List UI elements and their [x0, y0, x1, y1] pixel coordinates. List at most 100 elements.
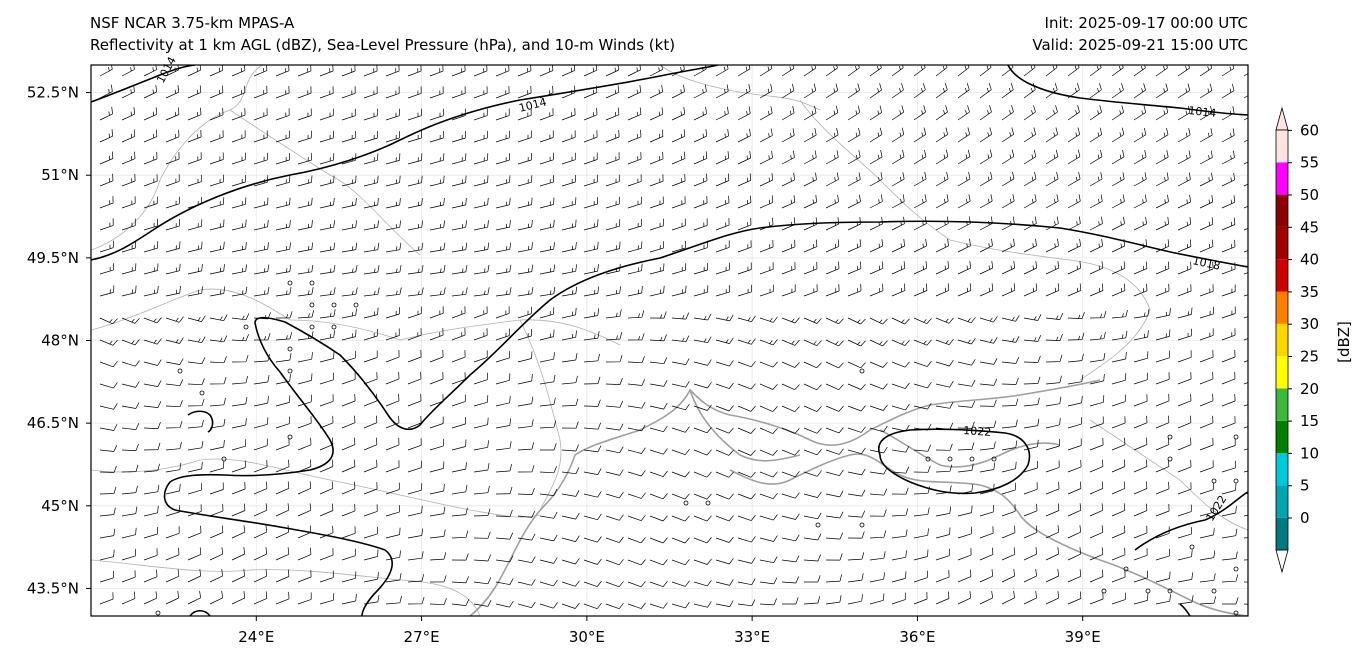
reflectivity-dot — [991, 456, 997, 462]
colorbar-tick-label: 0 — [1300, 509, 1310, 527]
reflectivity-dot — [287, 434, 293, 440]
reflectivity-dot — [1233, 610, 1239, 616]
colorbar-tick-label: 45 — [1300, 218, 1319, 236]
colorbar-segment — [1276, 420, 1288, 454]
isobar-label: 1018 — [1191, 254, 1221, 273]
colorbar-tick-label: 35 — [1300, 283, 1319, 301]
lat-tick-label: 51°N — [41, 166, 79, 184]
border-line — [91, 458, 541, 518]
isobar-labels: 1014 1014 1014 1018 1022 1022 — [154, 55, 1229, 524]
reflectivity-dot — [243, 324, 249, 330]
lat-tick-label: 46.5°N — [27, 414, 79, 432]
colorbar-label: [dBZ] — [1335, 321, 1353, 363]
colorbar-tick-label: 55 — [1300, 154, 1319, 172]
reflectivity-dot — [353, 302, 359, 308]
lon-tick-label: 33°E — [734, 628, 770, 646]
reflectivity-points — [155, 280, 1239, 616]
colorbar-under-arrow — [1275, 549, 1289, 574]
reflectivity-dot — [331, 324, 337, 330]
reflectivity-dot — [1167, 588, 1173, 594]
lon-tick-label: 24°E — [238, 628, 274, 646]
reflectivity-dot — [309, 302, 315, 308]
colorbar-over-arrow — [1275, 106, 1289, 131]
reflectivity-dot — [705, 500, 711, 506]
colorbar-tick-label: 25 — [1300, 348, 1319, 366]
reflectivity-dot — [815, 522, 821, 528]
colorbar-tick-label: 50 — [1300, 186, 1319, 204]
colorbar-segment — [1276, 388, 1288, 421]
colorbar-tick-label: 10 — [1300, 444, 1319, 462]
border-line — [1089, 419, 1248, 531]
colorbar-tick-label: 40 — [1300, 251, 1319, 269]
lat-tick-label: 43.5°N — [27, 579, 79, 597]
isobar-1022 — [1134, 491, 1248, 551]
lat-tick-label: 52.5°N — [27, 84, 79, 102]
wind-barb-field — [99, 65, 1248, 610]
border-line — [91, 288, 621, 346]
colorbar-segment — [1276, 485, 1288, 518]
isobar-label: 1014 — [518, 96, 548, 115]
colorbar-tick-label: 20 — [1300, 380, 1319, 398]
isobars — [91, 65, 1248, 616]
reflectivity-dot — [947, 456, 953, 462]
title-line-2: Reflectivity at 1 km AGL (dBZ), Sea-Leve… — [90, 36, 676, 54]
valid-time: Valid: 2025-09-21 15:00 UTC — [1032, 36, 1248, 54]
reflectivity-dot — [331, 302, 337, 308]
isobar-segment — [189, 609, 211, 616]
reflectivity-dot — [925, 456, 931, 462]
isobar-1014 — [1007, 65, 1248, 116]
colorbar-segment — [1276, 517, 1288, 550]
time-info: Init: 2025-09-17 00:00 UTC Valid: 2025-0… — [1032, 12, 1248, 56]
lon-tick-label: 27°E — [404, 628, 440, 646]
reflectivity-dot — [287, 280, 293, 286]
reflectivity-dot — [683, 500, 689, 506]
wind-barbs — [99, 65, 1248, 610]
border-line — [659, 65, 821, 111]
lon-tick-label: 36°E — [899, 628, 935, 646]
reflectivity-dot — [221, 456, 227, 462]
colorbar-segment — [1276, 291, 1288, 324]
isobar-1014 — [91, 65, 196, 103]
border-line — [229, 109, 421, 256]
isobar-label: 1014 — [1188, 104, 1217, 120]
init-time: Init: 2025-09-17 00:00 UTC — [1044, 14, 1248, 32]
lat-tick-label: 49.5°N — [27, 249, 79, 267]
border-line — [519, 319, 562, 511]
reflectivity-dot — [859, 522, 865, 528]
coastline — [729, 453, 1248, 616]
isobar-1022 — [878, 428, 1031, 495]
colorbar-tick-label: 60 — [1300, 121, 1319, 139]
reflectivity-dot — [287, 346, 293, 352]
map-title: NSF NCAR 3.75-km MPAS-A Reflectivity at … — [90, 12, 675, 56]
colorbar-segment — [1276, 130, 1288, 163]
colorbar-tick-label: 5 — [1300, 477, 1310, 495]
colorbar-tick-label: 30 — [1300, 315, 1319, 333]
isobar-segment — [1179, 603, 1191, 616]
title-line-1: NSF NCAR 3.75-km MPAS-A — [90, 14, 295, 32]
colorbar-segment — [1276, 194, 1288, 227]
reflectivity-dot — [309, 324, 315, 330]
reflectivity-dot — [1167, 456, 1173, 462]
isobar-1018 — [163, 220, 1248, 616]
reflectivity-dot — [1233, 566, 1239, 572]
colorbar-segment — [1276, 226, 1288, 260]
colorbar-segment — [1276, 356, 1288, 389]
reflectivity-dot — [177, 368, 183, 374]
reflectivity-dot — [1233, 478, 1239, 484]
isobar-1014 — [91, 65, 719, 261]
coastline — [469, 379, 1101, 616]
reflectivity-dot — [309, 280, 315, 286]
coastlines-borders — [91, 65, 1248, 616]
coastline — [879, 429, 1061, 468]
isobar-segment — [187, 410, 214, 433]
colorbar-segment — [1276, 259, 1288, 292]
border-line — [91, 559, 481, 616]
isobar-label: 1022 — [963, 424, 992, 439]
reflectivity-dot — [1167, 434, 1173, 440]
reflectivity-dot — [1211, 478, 1217, 484]
colorbar-segment — [1276, 453, 1288, 486]
colorbar-tick-label: 15 — [1300, 412, 1319, 430]
reflectivity-dot — [1101, 588, 1107, 594]
colorbar: 0 5 10 15 20 25 30 35 40 45 50 55 60 — [1275, 106, 1319, 574]
